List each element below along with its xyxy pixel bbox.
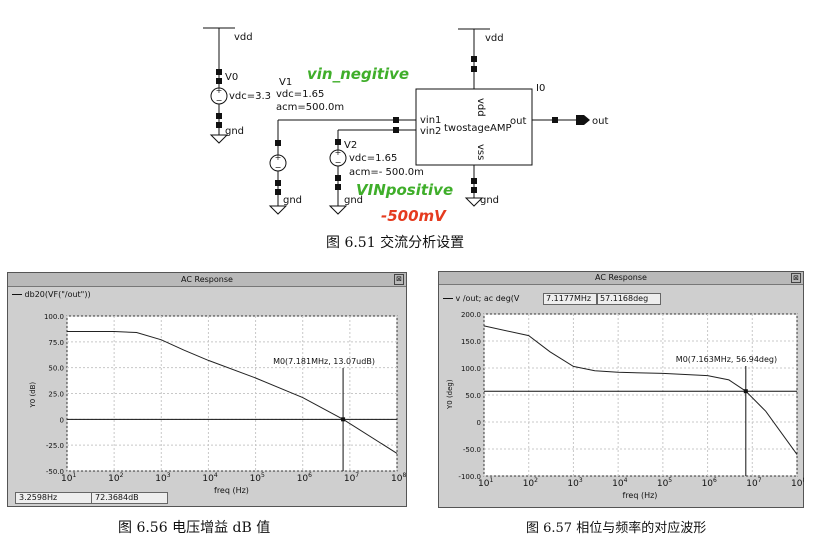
amp-instance: I0 bbox=[536, 83, 545, 94]
close-icon[interactable]: ⊠ bbox=[791, 273, 801, 283]
v1-acm: acm=500.0m bbox=[276, 102, 344, 113]
svg-text:+: + bbox=[275, 153, 282, 162]
vdd-left-label: vdd bbox=[234, 32, 253, 43]
gain-status-x: 3.2598Hz bbox=[15, 492, 92, 504]
phase-series-line bbox=[483, 325, 798, 455]
phase-x-tick-label: 102 bbox=[523, 477, 538, 489]
caption-fig-6-51: 图 6.51 交流分析设置 bbox=[326, 235, 465, 251]
legend-line-icon bbox=[12, 294, 22, 295]
phase-y-tick-label: -50.0 bbox=[463, 446, 481, 454]
phase-x-tick-label: 103 bbox=[567, 477, 582, 489]
gain-x-tick-label: 104 bbox=[202, 472, 217, 484]
caption-fig-6-57: 图 6.57 相位与频率的对应波形 bbox=[526, 521, 707, 536]
phase-chart: 101 102 103 104 105 106 107 108 200.0 150.0 100.0 5… bbox=[446, 311, 804, 500]
gain-y-tick-label: -25.0 bbox=[46, 442, 64, 450]
phase-x-tick-label: 108 bbox=[791, 477, 804, 489]
phase-y-tick-label: 200.0 bbox=[461, 311, 481, 319]
note-500mv: -500mV bbox=[381, 207, 447, 225]
pin-vin1: vin1 bbox=[420, 115, 441, 126]
phase-legend: v /out; ac deg(V bbox=[443, 294, 519, 303]
svg-text:+: + bbox=[335, 148, 342, 157]
phase-y-tick-label: 100.0 bbox=[461, 365, 481, 373]
note-vin-negitive: vin_negitive bbox=[307, 65, 409, 83]
gain-x-tick-label: 105 bbox=[250, 472, 265, 484]
gain-y-tick-label: 75.0 bbox=[48, 339, 64, 347]
svg-text:+: + bbox=[216, 86, 223, 95]
gnd-v0: gnd bbox=[225, 126, 244, 137]
phase-x-tick-label: 106 bbox=[702, 477, 717, 489]
svg-text:−: − bbox=[216, 96, 223, 105]
gain-y-tick-label: 100.0 bbox=[44, 313, 64, 321]
phase-y-tick-label: 150.0 bbox=[461, 338, 481, 346]
gain-y-tick-label: 0 bbox=[60, 416, 64, 424]
pin-vdd: vdd bbox=[475, 98, 486, 117]
v0-vdc: vdc=3.3 bbox=[229, 91, 271, 102]
gain-y-axis-label: Y0 (dB) bbox=[29, 382, 37, 409]
close-icon[interactable]: ⊠ bbox=[394, 274, 404, 285]
legend-line-icon bbox=[443, 298, 453, 299]
pin-out: out bbox=[510, 116, 526, 127]
phase-window-title: AC Response bbox=[595, 273, 647, 282]
v2-acm: acm=- 500.0m bbox=[349, 167, 424, 178]
gain-legend-text: db20(VF("/out")) bbox=[24, 290, 91, 299]
phase-marker-point bbox=[743, 389, 748, 394]
v2-name: V2 bbox=[344, 140, 357, 151]
gain-marker-label: M0(7.181MHz, 13.07udB) bbox=[273, 357, 375, 366]
note-vinpositive: VINpositive bbox=[356, 181, 453, 199]
v0-name: V0 bbox=[225, 72, 238, 83]
phase-x-tick-label: 105 bbox=[657, 477, 672, 489]
pin-vin2: vin2 bbox=[420, 126, 441, 137]
phase-window-titlebar: AC Response ⊠ bbox=[439, 272, 803, 285]
phase-y-tick-label: 0 bbox=[477, 419, 481, 427]
v1-vdc: vdc=1.65 bbox=[276, 89, 324, 100]
schematic: +− +− +− vdd V0 vdc=3.3 gnd V1 vdc=1.65 … bbox=[203, 27, 608, 225]
gain-x-tick-label: 102 bbox=[108, 472, 123, 484]
v2-vdc: vdc=1.65 bbox=[349, 153, 397, 164]
gain-window-titlebar: AC Response ⊠ bbox=[8, 273, 406, 287]
gain-x-tick-label: 103 bbox=[155, 472, 170, 484]
gain-series-line bbox=[67, 331, 398, 454]
phase-x-axis-label: freq (Hz) bbox=[623, 491, 658, 500]
gain-x-tick-label: 101 bbox=[61, 472, 76, 484]
gain-x-tick-label: 106 bbox=[297, 472, 312, 484]
phase-y-axis-label: Y0 (deg) bbox=[446, 379, 454, 410]
svg-text:−: − bbox=[335, 158, 342, 167]
out-label: out bbox=[592, 116, 608, 127]
phase-x-tick-label: 104 bbox=[612, 477, 627, 489]
amp-name: twostageAMP bbox=[444, 123, 511, 134]
gnd-v2: gnd bbox=[344, 195, 363, 206]
gain-y-tick-label: 25.0 bbox=[48, 391, 64, 399]
gnd-amp: gnd bbox=[480, 195, 499, 206]
phase-y-tick-label: 50.0 bbox=[465, 392, 481, 400]
gain-marker-point bbox=[341, 417, 346, 422]
phase-readout-y: 57.1168deg bbox=[597, 293, 661, 305]
gain-x-tick-label: 107 bbox=[344, 472, 359, 484]
gnd-v1: gnd bbox=[283, 195, 302, 206]
phase-legend-text: v /out; ac deg(V bbox=[455, 294, 520, 303]
v1-name: V1 bbox=[279, 77, 292, 88]
vdd-right-label: vdd bbox=[485, 33, 504, 44]
gain-legend: db20(VF("/out")) bbox=[12, 290, 91, 299]
gain-window-title: AC Response bbox=[181, 275, 233, 284]
svg-text:−: − bbox=[275, 163, 282, 172]
gain-x-axis-label: freq (Hz) bbox=[214, 486, 249, 495]
gain-y-tick-label: 50.0 bbox=[48, 365, 64, 373]
caption-fig-6-56: 图 6.56 电压增益 dB 值 bbox=[118, 520, 271, 536]
gain-y-tick-label: -50.0 bbox=[46, 468, 64, 476]
gain-status-y: 72.3684dB bbox=[91, 492, 168, 504]
phase-x-tick-label: 107 bbox=[746, 477, 761, 489]
phase-y-tick-label: -100.0 bbox=[458, 473, 481, 481]
phase-x-tick-label: 101 bbox=[478, 477, 493, 489]
pin-vss: vss bbox=[475, 144, 486, 160]
gain-chart: 101 102 103 104 105 106 107 108 100.0 75.0 50.0 25.… bbox=[29, 313, 406, 495]
phase-marker-label: M0(7.163MHz, 56.94deg) bbox=[676, 355, 777, 364]
gain-x-tick-label: 108 bbox=[391, 472, 406, 484]
phase-readout-x: 7.1177MHz bbox=[543, 293, 597, 305]
